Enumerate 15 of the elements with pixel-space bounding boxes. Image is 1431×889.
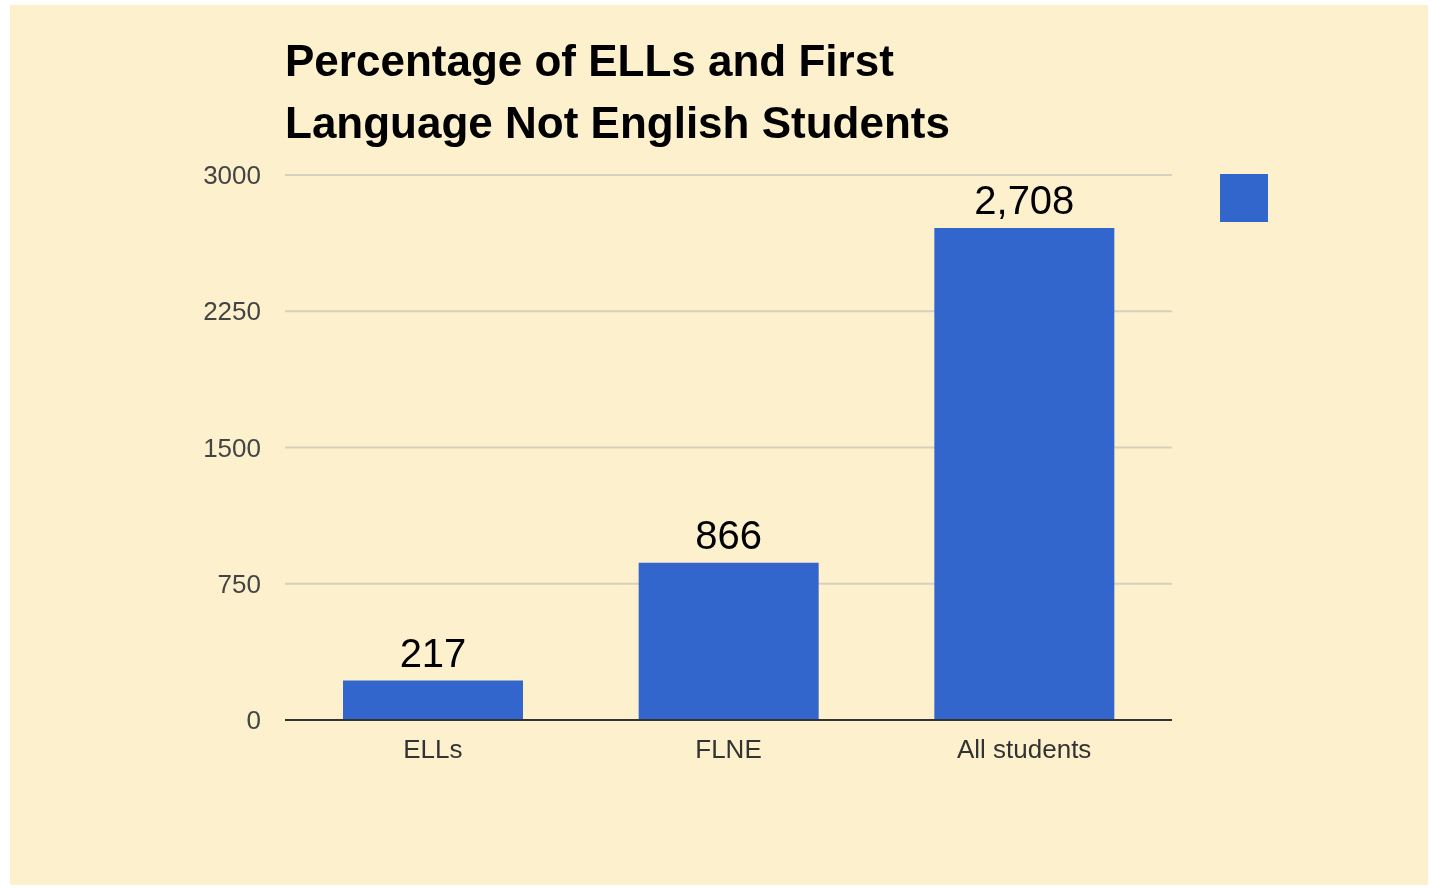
y-tick-label: 3000 [203,160,261,191]
y-tick-label: 0 [246,705,261,736]
bar [934,228,1115,720]
data-label: 866 [695,512,763,557]
y-tick-label: 750 [217,568,261,599]
x-tick-label: All students [956,734,1092,765]
y-tick-label: 1500 [203,432,261,463]
data-label: 2,708 [974,178,1075,223]
bar [638,562,819,720]
x-tick-label: FLNE [695,734,762,765]
bar [343,680,523,720]
x-tick-label: ELLs [403,734,463,765]
chart-title: Percentage of ELLs and First Language Not English Students [285,35,951,149]
data-label: 217 [399,630,467,675]
y-tick-label: 2250 [203,296,261,327]
